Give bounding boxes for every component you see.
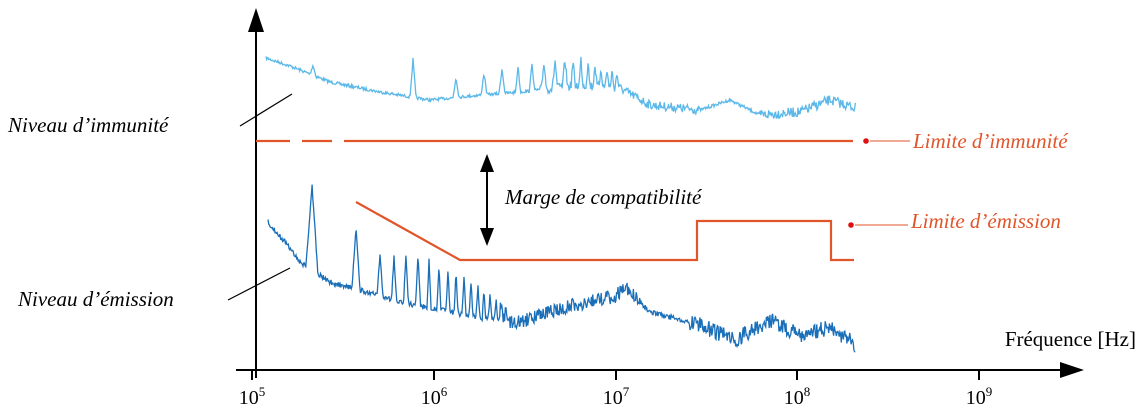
margin-arrow-down-head	[480, 228, 494, 246]
x-tick-label: 105	[239, 384, 266, 409]
axes	[236, 8, 1084, 380]
emission-limit-label: Limite d’émission	[910, 209, 1061, 233]
x-tick-label: 109	[966, 384, 993, 409]
immunity-limit-label: Limite d’immunité	[912, 129, 1069, 153]
x-axis-label: Fréquence [Hz]	[1005, 327, 1136, 351]
emission-limit-marker	[848, 222, 854, 228]
x-tick-label: 106	[421, 384, 448, 409]
emission-level-label: Niveau d’émission	[17, 287, 174, 311]
margin-label: Marge de compatibilité	[504, 185, 703, 209]
emission-level-leader	[227, 267, 291, 301]
immunity-limit-marker	[863, 138, 869, 144]
emission-level-curve	[267, 184, 856, 353]
x-tick-label: 108	[784, 384, 811, 409]
immunity-level-leader	[239, 93, 293, 127]
x-axis-arrow	[1060, 362, 1084, 378]
x-tick-labels: 105 106 107 108 109	[239, 384, 993, 409]
margin-arrow-up-head	[480, 154, 494, 172]
x-tick-label: 107	[603, 384, 630, 409]
y-axis-arrow	[248, 8, 264, 32]
immunity-level-curve	[265, 56, 857, 120]
immunity-level-label: Niveau d’immunité	[7, 113, 170, 137]
margin-arrow	[480, 154, 494, 246]
emission-limit-line	[355, 201, 854, 262]
